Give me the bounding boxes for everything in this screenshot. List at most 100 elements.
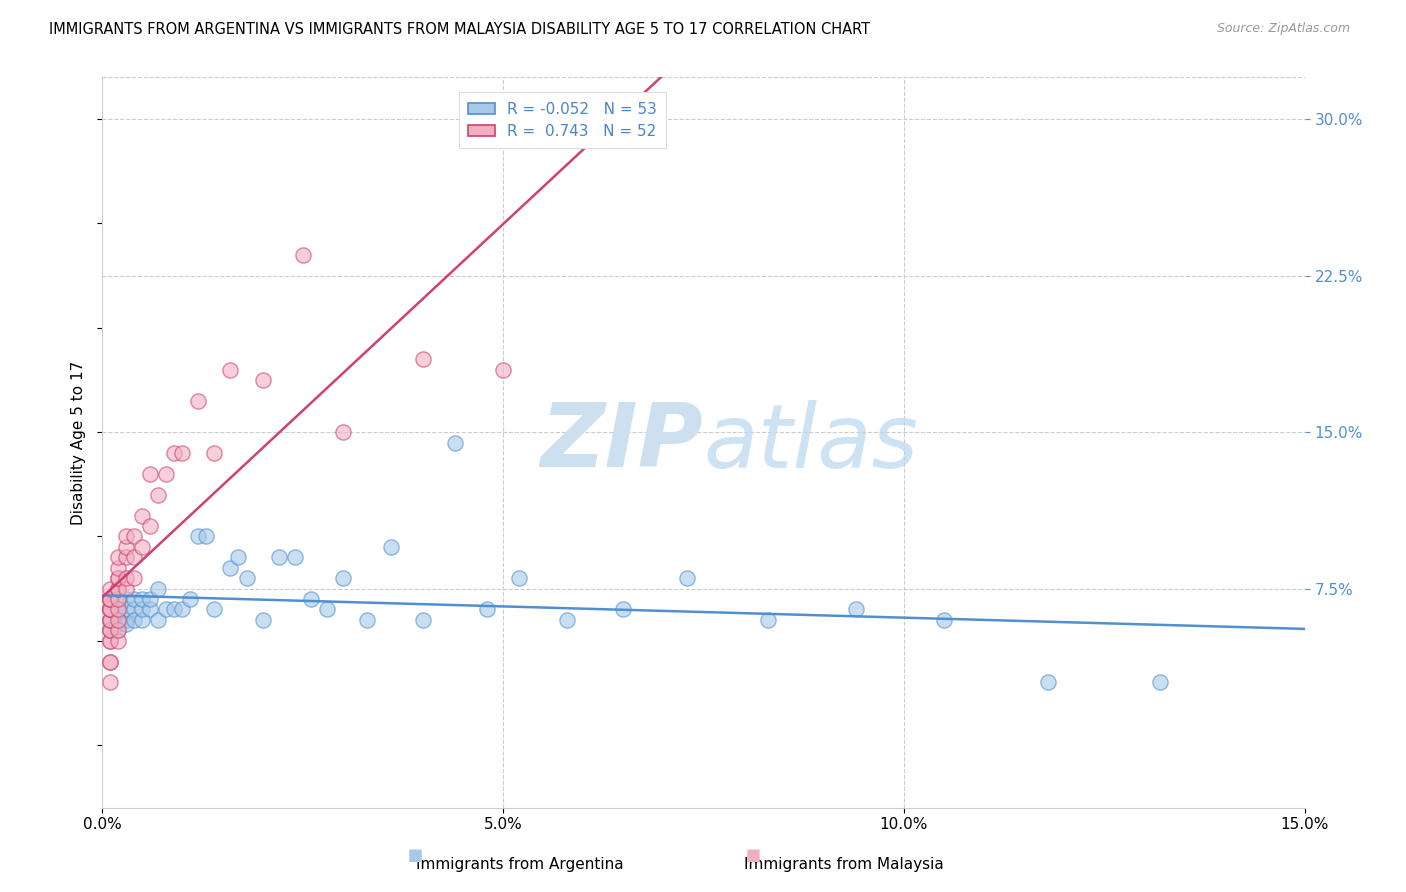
Point <box>107 613 129 627</box>
Point <box>444 435 467 450</box>
Point <box>380 540 402 554</box>
Text: atlas: atlas <box>703 400 918 485</box>
Point <box>1149 675 1171 690</box>
Point <box>98 624 121 638</box>
Point <box>155 602 177 616</box>
Point <box>124 550 146 565</box>
Point <box>107 602 129 616</box>
Text: Immigrants from Malaysia: Immigrants from Malaysia <box>744 857 943 872</box>
Point <box>98 633 121 648</box>
Point <box>98 613 121 627</box>
Point <box>107 624 129 638</box>
Point <box>179 592 201 607</box>
Point <box>228 550 250 565</box>
Point <box>98 592 121 607</box>
Point <box>131 592 153 607</box>
Point <box>115 550 138 565</box>
Point <box>139 602 162 616</box>
Point <box>315 602 337 616</box>
Point <box>98 582 121 596</box>
Point <box>163 446 186 460</box>
Point <box>124 592 146 607</box>
Text: Immigrants from Argentina: Immigrants from Argentina <box>416 857 624 872</box>
Point <box>163 602 186 616</box>
Point <box>124 571 146 585</box>
Point <box>131 613 153 627</box>
Point <box>107 560 129 574</box>
Text: IMMIGRANTS FROM ARGENTINA VS IMMIGRANTS FROM MALAYSIA DISABILITY AGE 5 TO 17 COR: IMMIGRANTS FROM ARGENTINA VS IMMIGRANTS … <box>49 22 870 37</box>
Text: ▪: ▪ <box>406 843 423 867</box>
Point <box>98 602 121 616</box>
Point <box>1036 675 1059 690</box>
Point <box>412 613 434 627</box>
Point <box>98 602 121 616</box>
Point <box>98 633 121 648</box>
Point <box>98 624 121 638</box>
Point <box>204 602 226 616</box>
Point <box>187 393 209 408</box>
Point <box>299 592 322 607</box>
Point <box>115 602 138 616</box>
Point <box>148 582 170 596</box>
Point <box>98 592 121 607</box>
Point <box>107 596 129 610</box>
Point <box>107 617 129 632</box>
Point <box>172 602 194 616</box>
Point <box>332 425 354 439</box>
Point <box>412 352 434 367</box>
Point <box>219 560 242 574</box>
Point <box>115 613 138 627</box>
Point <box>115 540 138 554</box>
Point <box>235 571 257 585</box>
Point <box>98 592 121 607</box>
Point <box>356 613 378 627</box>
Point <box>131 602 153 616</box>
Point <box>148 613 170 627</box>
Text: ▪: ▪ <box>745 843 762 867</box>
Point <box>107 633 129 648</box>
Point <box>98 592 121 607</box>
Point <box>508 571 530 585</box>
Point <box>107 571 129 585</box>
Point <box>676 571 699 585</box>
Point <box>107 613 129 627</box>
Point <box>148 488 170 502</box>
Point <box>155 467 177 481</box>
Point <box>332 571 354 585</box>
Point <box>845 602 868 616</box>
Point <box>107 571 129 585</box>
Point <box>107 582 129 596</box>
Point <box>115 592 138 607</box>
Point <box>252 373 274 387</box>
Point <box>612 602 634 616</box>
Point <box>98 613 121 627</box>
Point <box>204 446 226 460</box>
Text: Source: ZipAtlas.com: Source: ZipAtlas.com <box>1216 22 1350 36</box>
Point <box>139 592 162 607</box>
Point <box>492 362 515 376</box>
Point <box>932 613 955 627</box>
Point <box>98 602 121 616</box>
Point <box>98 602 121 616</box>
Point <box>107 624 129 638</box>
Point <box>115 571 138 585</box>
Point <box>555 613 578 627</box>
Y-axis label: Disability Age 5 to 17: Disability Age 5 to 17 <box>72 360 86 524</box>
Point <box>139 467 162 481</box>
Point <box>98 675 121 690</box>
Point <box>139 519 162 533</box>
Point <box>124 602 146 616</box>
Point <box>98 624 121 638</box>
Point <box>267 550 290 565</box>
Legend: R = -0.052   N = 53, R =  0.743   N = 52: R = -0.052 N = 53, R = 0.743 N = 52 <box>458 93 666 148</box>
Point <box>291 248 314 262</box>
Point <box>124 529 146 543</box>
Point <box>98 613 121 627</box>
Point <box>98 602 121 616</box>
Point <box>124 613 146 627</box>
Point <box>98 655 121 669</box>
Point <box>115 617 138 632</box>
Text: ZIP: ZIP <box>541 399 703 486</box>
Point <box>195 529 218 543</box>
Point <box>219 362 242 376</box>
